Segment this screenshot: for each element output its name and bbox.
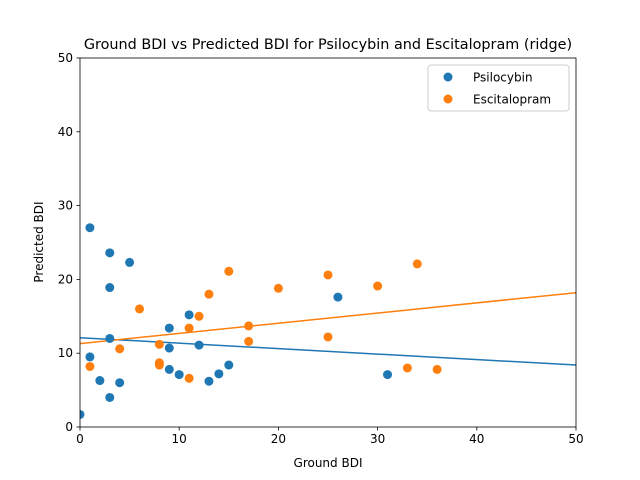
data-point-escitalopram [323, 332, 333, 342]
y-axis-label: Predicted BDI [32, 201, 46, 282]
legend-marker-escitalopram [443, 94, 453, 104]
data-point-escitalopram [184, 323, 194, 333]
fit-line-psilocybin [80, 336, 576, 366]
x-axis-label: Ground BDI [294, 456, 363, 470]
legend-frame [427, 64, 570, 112]
legend-label-psilocybin: Psilocybin [473, 71, 533, 85]
data-point-psilocybin [194, 340, 204, 350]
data-point-psilocybin [224, 360, 234, 370]
x-tick-label: 20 [271, 432, 286, 446]
fit-line-escitalopram [80, 291, 576, 345]
data-point-escitalopram [432, 364, 442, 374]
plot-area: 0 10 20 30 40 50 0 10 20 30 40 50 [58, 51, 584, 446]
y-tick-label: 0 [65, 420, 73, 434]
data-point-escitalopram [273, 283, 283, 293]
legend: Psilocybin Escitalopram [427, 64, 570, 112]
data-point-escitalopram [135, 304, 145, 314]
data-point-escitalopram [244, 336, 254, 346]
data-point-psilocybin [214, 369, 224, 379]
y-tick-label: 20 [58, 272, 73, 286]
data-point-psilocybin [174, 370, 184, 380]
x-tick-label: 30 [370, 432, 385, 446]
data-point-psilocybin [115, 378, 125, 388]
data-point-psilocybin [80, 409, 85, 419]
chart-title: Ground BDI vs Predicted BDI for Psilocyb… [84, 37, 572, 53]
data-point-psilocybin [125, 257, 135, 267]
data-point-psilocybin [85, 352, 95, 362]
data-point-psilocybin [383, 370, 393, 380]
legend-label-escitalopram: Escitalopram [473, 93, 551, 107]
x-tick-label: 40 [469, 432, 484, 446]
data-point-psilocybin [95, 376, 105, 386]
data-point-psilocybin [164, 364, 174, 374]
data-point-escitalopram [412, 259, 422, 269]
data-point-psilocybin [164, 323, 174, 333]
data-point-escitalopram [323, 270, 333, 280]
data-point-psilocybin [85, 223, 95, 233]
data-point-escitalopram [224, 266, 234, 276]
axes-frame [79, 57, 577, 428]
data-point-psilocybin [204, 376, 214, 386]
data-point-escitalopram [154, 360, 164, 370]
y-tick-label: 10 [58, 346, 73, 360]
data-point-psilocybin [105, 283, 115, 293]
data-point-escitalopram [373, 281, 383, 291]
data-point-escitalopram [402, 363, 412, 373]
data-point-escitalopram [115, 344, 125, 354]
data-point-psilocybin [184, 310, 194, 320]
data-point-escitalopram [244, 321, 254, 331]
data-point-psilocybin [105, 248, 115, 258]
y-tick-label: 30 [58, 199, 73, 213]
legend-marker-psilocybin [443, 72, 453, 82]
x-tick-label: 10 [172, 432, 187, 446]
y-tick-label: 40 [58, 125, 73, 139]
data-point-escitalopram [194, 311, 204, 321]
data-point-psilocybin [333, 292, 343, 302]
data-point-escitalopram [154, 339, 164, 349]
data-point-psilocybin [105, 392, 115, 402]
data-point-psilocybin [164, 343, 174, 353]
data-point-escitalopram [204, 289, 214, 299]
data-point-escitalopram [85, 361, 95, 371]
data-point-psilocybin [105, 333, 115, 343]
y-tick-label: 50 [58, 51, 73, 65]
x-tick-label: 50 [568, 432, 583, 446]
data-point-escitalopram [184, 373, 194, 383]
x-tick-label: 0 [76, 432, 84, 446]
